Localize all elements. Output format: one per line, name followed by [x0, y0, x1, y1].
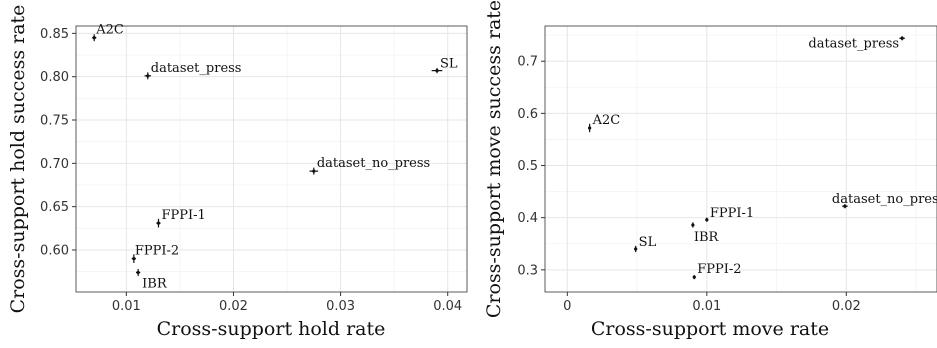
point-marker	[692, 275, 696, 279]
point-marker	[146, 74, 150, 78]
hold-rate-panel: 0.01 0.02 0.03 0.04 0.60 0.65 0.70 0.75 0.80 0.85…	[7, 5, 468, 340]
x-tick-label: 0.03	[326, 299, 355, 314]
y-tick-label: 0.65	[40, 200, 69, 215]
data-point-fppi-1	[705, 217, 709, 222]
y-tick-label: 0.4	[517, 211, 538, 226]
data-point-ibr	[691, 222, 695, 228]
x-tick-label: 0.01	[112, 299, 141, 314]
point-label: dataset_press	[151, 61, 242, 76]
point-marker	[132, 257, 136, 261]
x-tick-label: 0.04	[433, 299, 462, 314]
point-label: SL	[440, 57, 458, 72]
point-label: FPPI-1	[161, 208, 205, 223]
data-point-dataset-press	[144, 72, 151, 80]
y-axis-title: Cross-support move success rate	[483, 0, 505, 318]
data-point-dataset-press	[899, 36, 905, 41]
point-label: dataset_no_press	[317, 156, 430, 171]
point-label: A2C	[95, 23, 124, 38]
point-marker	[843, 204, 847, 208]
x-tick-label: 0	[563, 299, 571, 314]
y-tick-label: 0.70	[40, 157, 69, 172]
x-tick-label: 0.02	[832, 299, 861, 314]
y-axis-title: Cross-support hold success rate	[7, 5, 29, 314]
point-label: SL	[639, 235, 657, 250]
move-rate-panel: 0 0.01 0.02 0.3 0.4 0.5 0.6 0.7 Cross-support mo…	[483, 0, 937, 340]
y-tick-label: 0.60	[40, 243, 69, 258]
point-marker	[92, 36, 96, 40]
point-label: FPPI-2	[135, 244, 179, 259]
x-axis-title: Cross-support move rate	[591, 318, 829, 340]
data-point-fppi-2	[131, 254, 136, 263]
point-label: dataset_press	[808, 36, 899, 51]
point-label: IBR	[142, 277, 168, 292]
y-tick-label: 0.80	[40, 70, 69, 85]
point-marker	[136, 270, 140, 275]
point-marker	[312, 169, 316, 173]
data-point-fppi-2	[692, 275, 696, 280]
data-point-a2c	[92, 34, 97, 42]
data-point-ibr	[135, 269, 141, 276]
panel-border	[75, 25, 468, 293]
point-marker	[634, 247, 638, 251]
point-marks	[588, 36, 905, 280]
point-marker	[900, 36, 904, 40]
point-marks	[92, 34, 443, 276]
y-tick-label: 0.5	[517, 159, 538, 174]
point-label: FPPI-1	[710, 206, 754, 221]
point-label: IBR	[694, 230, 720, 245]
point-marker	[435, 69, 439, 73]
point-marker	[156, 221, 161, 225]
panel-border	[544, 25, 937, 293]
point-marker	[705, 218, 709, 222]
y-tick-label: 0.75	[40, 114, 69, 129]
y-tick-label: 0.7	[517, 55, 538, 70]
data-point-fppi-1	[156, 218, 161, 228]
point-label: FPPI-2	[697, 262, 741, 277]
data-point-sl	[431, 68, 443, 74]
point-marker	[691, 223, 695, 227]
data-point-dataset-no-press	[309, 167, 319, 175]
y-tick-label: 0.3	[517, 263, 538, 278]
x-tick-label: 0.02	[219, 299, 248, 314]
point-label: dataset_no_press	[832, 192, 937, 207]
data-point-dataset-no-press	[842, 204, 848, 209]
x-tick-label: 0.01	[692, 299, 721, 314]
data-point-a2c	[588, 123, 592, 133]
y-tick-label: 0.6	[517, 107, 538, 122]
data-point-sl	[634, 245, 638, 253]
x-axis-title: Cross-support hold rate	[157, 318, 386, 340]
point-marker	[588, 126, 592, 130]
y-tick-label: 0.85	[40, 27, 69, 42]
point-label: A2C	[592, 113, 621, 128]
